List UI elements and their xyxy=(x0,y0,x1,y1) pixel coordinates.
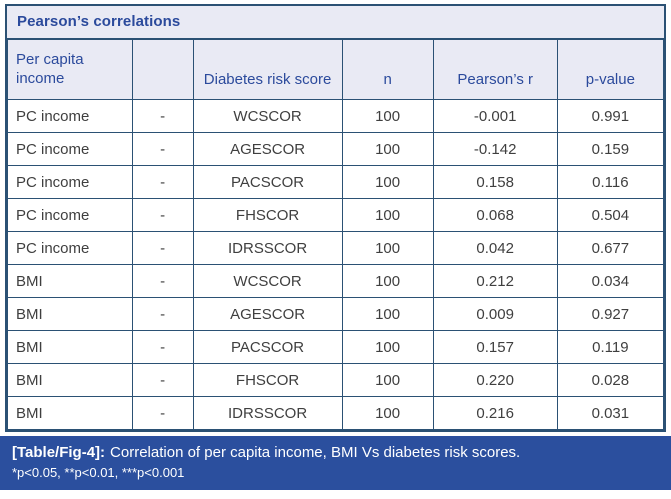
cell-dash: - xyxy=(131,330,194,364)
correlation-table: Pearson’s correlations Per capita income… xyxy=(5,4,666,432)
cell-n: 100 xyxy=(341,297,434,331)
table-row: PC income - IDRSSCOR 100 0.042 0.677 xyxy=(7,231,665,265)
cell-risk-score: FHSCOR xyxy=(192,363,343,397)
table-header: Per capita income Diabetes risk score n … xyxy=(7,39,665,100)
cell-n: 100 xyxy=(341,231,434,265)
cell-p-value: 0.031 xyxy=(556,396,665,430)
cell-dash: - xyxy=(131,264,194,298)
cell-variable: BMI xyxy=(7,330,133,364)
cell-risk-score: IDRSSCOR xyxy=(192,231,343,265)
cell-risk-score: AGESCOR xyxy=(192,297,343,331)
cell-variable: PC income xyxy=(7,165,133,199)
cell-p-value: 0.116 xyxy=(556,165,665,199)
cell-variable: PC income xyxy=(7,231,133,265)
col-header-diabetes-risk-score: Diabetes risk score xyxy=(192,39,343,100)
cell-pearsons-r: 0.158 xyxy=(432,165,558,199)
cell-n: 100 xyxy=(341,363,434,397)
table-row: PC income - FHSCOR 100 0.068 0.504 xyxy=(7,198,665,232)
cell-dash: - xyxy=(131,198,194,232)
cell-n: 100 xyxy=(341,165,434,199)
cell-dash: - xyxy=(131,297,194,331)
cell-variable: PC income xyxy=(7,198,133,232)
cell-dash: - xyxy=(131,396,194,430)
caption-label: [Table/Fig-4]: xyxy=(12,444,106,461)
cell-variable: BMI xyxy=(7,297,133,331)
caption-footnote: *p<0.05, **p<0.01, ***p<0.001 xyxy=(12,465,185,481)
table-row: BMI - WCSCOR 100 0.212 0.034 xyxy=(7,264,665,298)
cell-pearsons-r: 0.042 xyxy=(432,231,558,265)
cell-risk-score: PACSCOR xyxy=(192,330,343,364)
cell-p-value: 0.677 xyxy=(556,231,665,265)
cell-pearsons-r: 0.157 xyxy=(432,330,558,364)
cell-variable: BMI xyxy=(7,264,133,298)
header-row: Per capita income Diabetes risk score n … xyxy=(7,39,665,100)
cell-pearsons-r: 0.068 xyxy=(432,198,558,232)
cell-pearsons-r: 0.216 xyxy=(432,396,558,430)
cell-dash: - xyxy=(131,231,194,265)
col-header-p-value: p-value xyxy=(556,39,665,100)
table-body: PC income - WCSCOR 100 -0.001 0.991 PC i… xyxy=(7,99,665,430)
cell-p-value: 0.927 xyxy=(556,297,665,331)
cell-n: 100 xyxy=(341,198,434,232)
table-row: PC income - WCSCOR 100 -0.001 0.991 xyxy=(7,99,665,133)
caption-line: [Table/Fig-4]: Correlation of per capita … xyxy=(12,443,657,463)
cell-pearsons-r: -0.001 xyxy=(432,99,558,133)
cell-dash: - xyxy=(131,363,194,397)
cell-risk-score: IDRSSCOR xyxy=(192,396,343,430)
cell-n: 100 xyxy=(341,264,434,298)
cell-dash: - xyxy=(131,165,194,199)
caption-text: Correlation of per capita income, BMI Vs… xyxy=(110,444,521,461)
table-title: Pearson’s correlations xyxy=(7,6,664,39)
cell-dash: - xyxy=(131,132,194,166)
cell-n: 100 xyxy=(341,99,434,133)
cell-n: 100 xyxy=(341,396,434,430)
cell-risk-score: FHSCOR xyxy=(192,198,343,232)
cell-pearsons-r: 0.212 xyxy=(432,264,558,298)
cell-dash: - xyxy=(131,99,194,133)
table-row: BMI - AGESCOR 100 0.009 0.927 xyxy=(7,297,665,331)
cell-variable: BMI xyxy=(7,363,133,397)
cell-n: 100 xyxy=(341,330,434,364)
caption-band: [Table/Fig-4]: Correlation of per capita … xyxy=(0,436,671,490)
table-row: PC income - PACSCOR 100 0.158 0.116 xyxy=(7,165,665,199)
col-header-pearsons-r: Pearson’s r xyxy=(432,39,558,100)
cell-p-value: 0.034 xyxy=(556,264,665,298)
cell-p-value: 0.504 xyxy=(556,198,665,232)
cell-risk-score: PACSCOR xyxy=(192,165,343,199)
table-row: PC income - AGESCOR 100 -0.142 0.159 xyxy=(7,132,665,166)
cell-p-value: 0.159 xyxy=(556,132,665,166)
cell-pearsons-r: -0.142 xyxy=(432,132,558,166)
cell-variable: PC income xyxy=(7,99,133,133)
col-header-blank xyxy=(131,39,194,100)
table-row: BMI - FHSCOR 100 0.220 0.028 xyxy=(7,363,665,397)
col-header-n: n xyxy=(341,39,434,100)
cell-risk-score: AGESCOR xyxy=(192,132,343,166)
cell-variable: BMI xyxy=(7,396,133,430)
cell-p-value: 0.991 xyxy=(556,99,665,133)
cell-risk-score: WCSCOR xyxy=(192,264,343,298)
cell-risk-score: WCSCOR xyxy=(192,99,343,133)
cell-p-value: 0.028 xyxy=(556,363,665,397)
col-header-per-capita-income: Per capita income xyxy=(7,39,133,100)
cell-pearsons-r: 0.009 xyxy=(432,297,558,331)
cell-n: 100 xyxy=(341,132,434,166)
cell-p-value: 0.119 xyxy=(556,330,665,364)
table-row: BMI - PACSCOR 100 0.157 0.119 xyxy=(7,330,665,364)
data-table: Per capita income Diabetes risk score n … xyxy=(7,39,665,430)
cell-pearsons-r: 0.220 xyxy=(432,363,558,397)
cell-variable: PC income xyxy=(7,132,133,166)
table-row: BMI - IDRSSCOR 100 0.216 0.031 xyxy=(7,396,665,430)
